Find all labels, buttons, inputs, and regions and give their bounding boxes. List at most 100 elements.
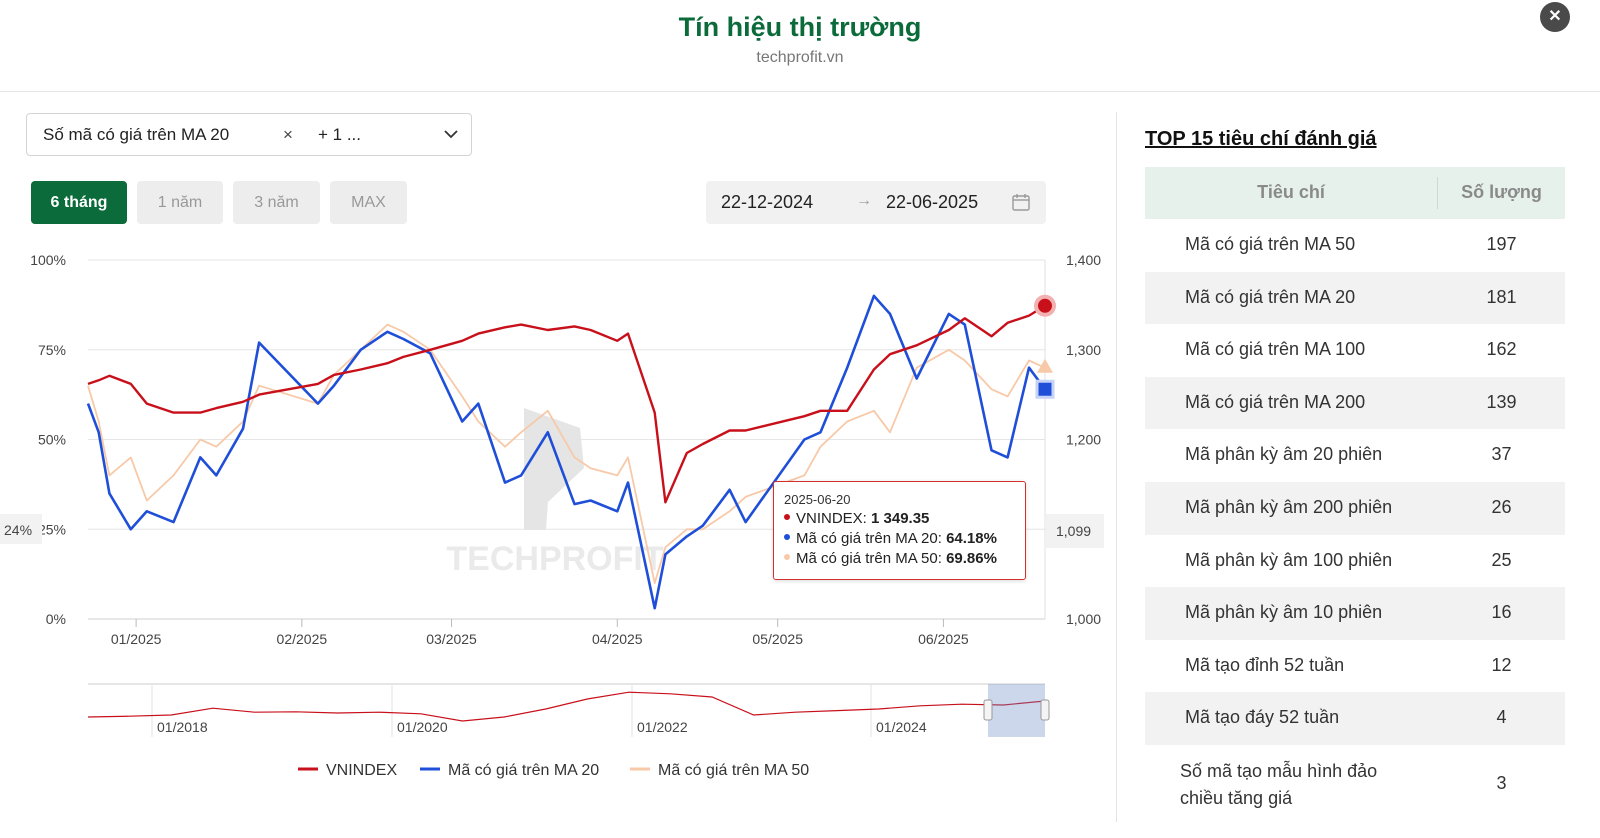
- top-criteria-title: TOP 15 tiêu chí đánh giá: [1145, 128, 1377, 150]
- arrow-right-icon: →: [856, 192, 872, 209]
- x-tick-label: 01/2025: [111, 631, 162, 647]
- date-range-picker[interactable]: 22-12-2024 → 22-06-2025: [706, 181, 1046, 224]
- chevron-down-icon[interactable]: [441, 124, 461, 144]
- legend-label: Mã có giá trên MA 20: [448, 762, 599, 779]
- series-dot-icon: [784, 554, 790, 560]
- table-row[interactable]: Mã tạo đỉnh 52 tuần 12: [1145, 640, 1565, 693]
- tooltip-row-ma20: Mã có giá trên MA 20: 64.18%: [784, 529, 1015, 549]
- more-tags-indicator: + 1 ...: [318, 125, 361, 144]
- range-1-year-button[interactable]: 1 năm: [137, 181, 223, 224]
- criterion-count: 26: [1491, 496, 1512, 517]
- tooltip-row-vnindex: VNINDEX: 1 349.35: [784, 509, 1015, 529]
- tooltip-value: 64.18%: [946, 530, 997, 547]
- navigator-selection[interactable]: [988, 684, 1045, 737]
- series-line-ma50[interactable]: [87, 323, 1046, 585]
- left-y-axis: 0% 25% 50% 75% 100%: [30, 252, 66, 627]
- criterion-count: 139: [1486, 391, 1517, 412]
- table-row[interactable]: Mã có giá trên MA 100 162: [1145, 324, 1565, 377]
- criterion-name: Số mã tạo mẫu hình đảo chiều tăng giá: [1180, 760, 1378, 808]
- legend-label: VNINDEX: [326, 762, 397, 779]
- table-row[interactable]: Mã phân kỳ âm 20 phiên 37: [1145, 429, 1565, 482]
- series-lines: [86, 294, 1047, 610]
- series-line-vnindex[interactable]: [87, 304, 1046, 504]
- close-button[interactable]: ✕: [1540, 2, 1570, 32]
- criterion-count: 197: [1486, 234, 1517, 254]
- criterion-name: Mã phân kỳ âm 200 phiên: [1185, 496, 1393, 517]
- table-row[interactable]: Mã phân kỳ âm 100 phiên 25: [1145, 535, 1565, 588]
- close-icon: ✕: [1548, 8, 1562, 25]
- table-row[interactable]: Số mã tạo mẫu hình đảo chiều tăng giá 3: [1145, 745, 1565, 823]
- criterion-count: 12: [1491, 654, 1512, 675]
- y-left-tick-label: 25%: [38, 521, 66, 537]
- chart-legend[interactable]: VNINDEX Mã có giá trên MA 20 Mã có giá trê…: [298, 762, 809, 779]
- x-tick-label: 04/2025: [592, 631, 643, 647]
- navigator-left-handle[interactable]: [983, 699, 993, 721]
- range-6-months-button[interactable]: 6 tháng: [31, 181, 127, 224]
- table-row[interactable]: Mã phân kỳ âm 10 phiên 16: [1145, 587, 1565, 640]
- calendar-icon[interactable]: [1011, 192, 1031, 212]
- criterion-count: 25: [1491, 549, 1512, 570]
- series-dot-icon: [784, 534, 790, 540]
- x-axis: 01/2025 02/2025 03/2025 04/2025 05/2025 06/20…: [111, 619, 969, 647]
- table-row[interactable]: Mã có giá trên MA 20 181: [1145, 271, 1565, 325]
- criterion-name: Mã tạo đáy 52 tuần: [1185, 707, 1340, 728]
- tooltip-label: Mã có giá trên MA 20:: [796, 530, 947, 547]
- legend-item[interactable]: Mã có giá trên MA 20: [420, 762, 599, 779]
- remove-tag-icon[interactable]: ×: [283, 125, 293, 144]
- range-max-button[interactable]: MAX: [330, 181, 407, 224]
- y-right-tick-label: 1,400: [1066, 252, 1101, 268]
- vnindex-end-marker: [1034, 294, 1056, 317]
- navigator-tick-label: 01/2024: [876, 719, 927, 735]
- x-tick-label: 05/2025: [752, 631, 803, 647]
- y-left-tick-label: 50%: [38, 432, 66, 448]
- tooltip-label: VNINDEX:: [796, 510, 872, 527]
- ma20-end-marker: [1035, 379, 1055, 399]
- techprofit-watermark: TECHPROFIT: [446, 408, 664, 578]
- range-3-years-button[interactable]: 3 năm: [233, 181, 320, 224]
- criterion-name: Mã phân kỳ âm 10 phiên: [1185, 602, 1383, 623]
- start-date-input[interactable]: 22-12-2024: [721, 192, 814, 212]
- x-tick-label: 06/2025: [918, 631, 969, 647]
- series-end-markers: [1034, 294, 1056, 399]
- ma50-end-marker: [1037, 358, 1053, 373]
- legend-label: Mã có giá trên MA 50: [658, 762, 809, 779]
- series-dot-icon: [784, 514, 790, 520]
- table-row[interactable]: Mã phân kỳ âm 200 phiên 26: [1145, 481, 1565, 535]
- tooltip-date: 2025-06-20: [784, 492, 851, 507]
- crosshair: 24% 1,099: [0, 514, 1104, 548]
- navigator-line: [87, 691, 1046, 722]
- criterion-name: Mã có giá trên MA 200: [1185, 391, 1366, 412]
- chart-tooltip: 2025-06-20 VNINDEX: 1 349.35 Mã có giá t…: [773, 481, 1026, 580]
- y-left-tick-label: 100%: [30, 252, 66, 268]
- criterion-name: Mã có giá trên MA 100: [1185, 339, 1366, 360]
- criteria-select[interactable]: Số mã có giá trên MA 20 × + 1 ...: [26, 113, 472, 156]
- column-separator: [1437, 177, 1438, 209]
- y-right-tick-label: 1,300: [1066, 342, 1101, 358]
- navigator-tick-label: 01/2022: [637, 719, 688, 735]
- end-date-input[interactable]: 22-06-2025: [886, 192, 979, 212]
- criterion-count: 181: [1486, 286, 1517, 307]
- criterion-name: Mã phân kỳ âm 20 phiên: [1185, 444, 1383, 465]
- y-right-tick-label: 1,200: [1066, 432, 1101, 448]
- x-tick-label: 03/2025: [426, 631, 477, 647]
- navigator-right-handle[interactable]: [1040, 699, 1050, 721]
- selected-criterion-tag: Số mã có giá trên MA 20: [43, 125, 230, 144]
- series-line-ma20[interactable]: [86, 294, 1047, 610]
- market-signal-chart[interactable]: TECHPROFIT 0%25%50%75%100% 1,0001,1001,2…: [0, 240, 1110, 800]
- column-header-criterion[interactable]: Tiêu chí: [1257, 182, 1325, 202]
- table-row[interactable]: Mã có giá trên MA 200 139: [1145, 376, 1565, 430]
- range-navigator[interactable]: 01/2018 01/2020 01/2022 01/2024: [87, 683, 1050, 737]
- column-header-count[interactable]: Số lượng: [1461, 182, 1542, 202]
- panel-divider: [1116, 112, 1117, 822]
- navigator-tick-label: 01/2020: [397, 719, 448, 735]
- criterion-count: 3: [1496, 772, 1507, 793]
- criterion-name: Mã có giá trên MA 20: [1185, 286, 1356, 307]
- criterion-name: Mã tạo đỉnh 52 tuần: [1185, 654, 1345, 675]
- table-row[interactable]: Mã có giá trên MA 50 197: [1145, 219, 1565, 272]
- criterion-name: Mã có giá trên MA 50: [1185, 234, 1356, 254]
- table-row[interactable]: Mã tạo đáy 52 tuần 4: [1145, 692, 1565, 745]
- crosshair-right-label: 1,099: [1056, 523, 1091, 539]
- y-left-tick-label: 75%: [38, 342, 66, 358]
- legend-item[interactable]: Mã có giá trên MA 50: [630, 762, 809, 779]
- legend-item[interactable]: VNINDEX: [298, 762, 397, 779]
